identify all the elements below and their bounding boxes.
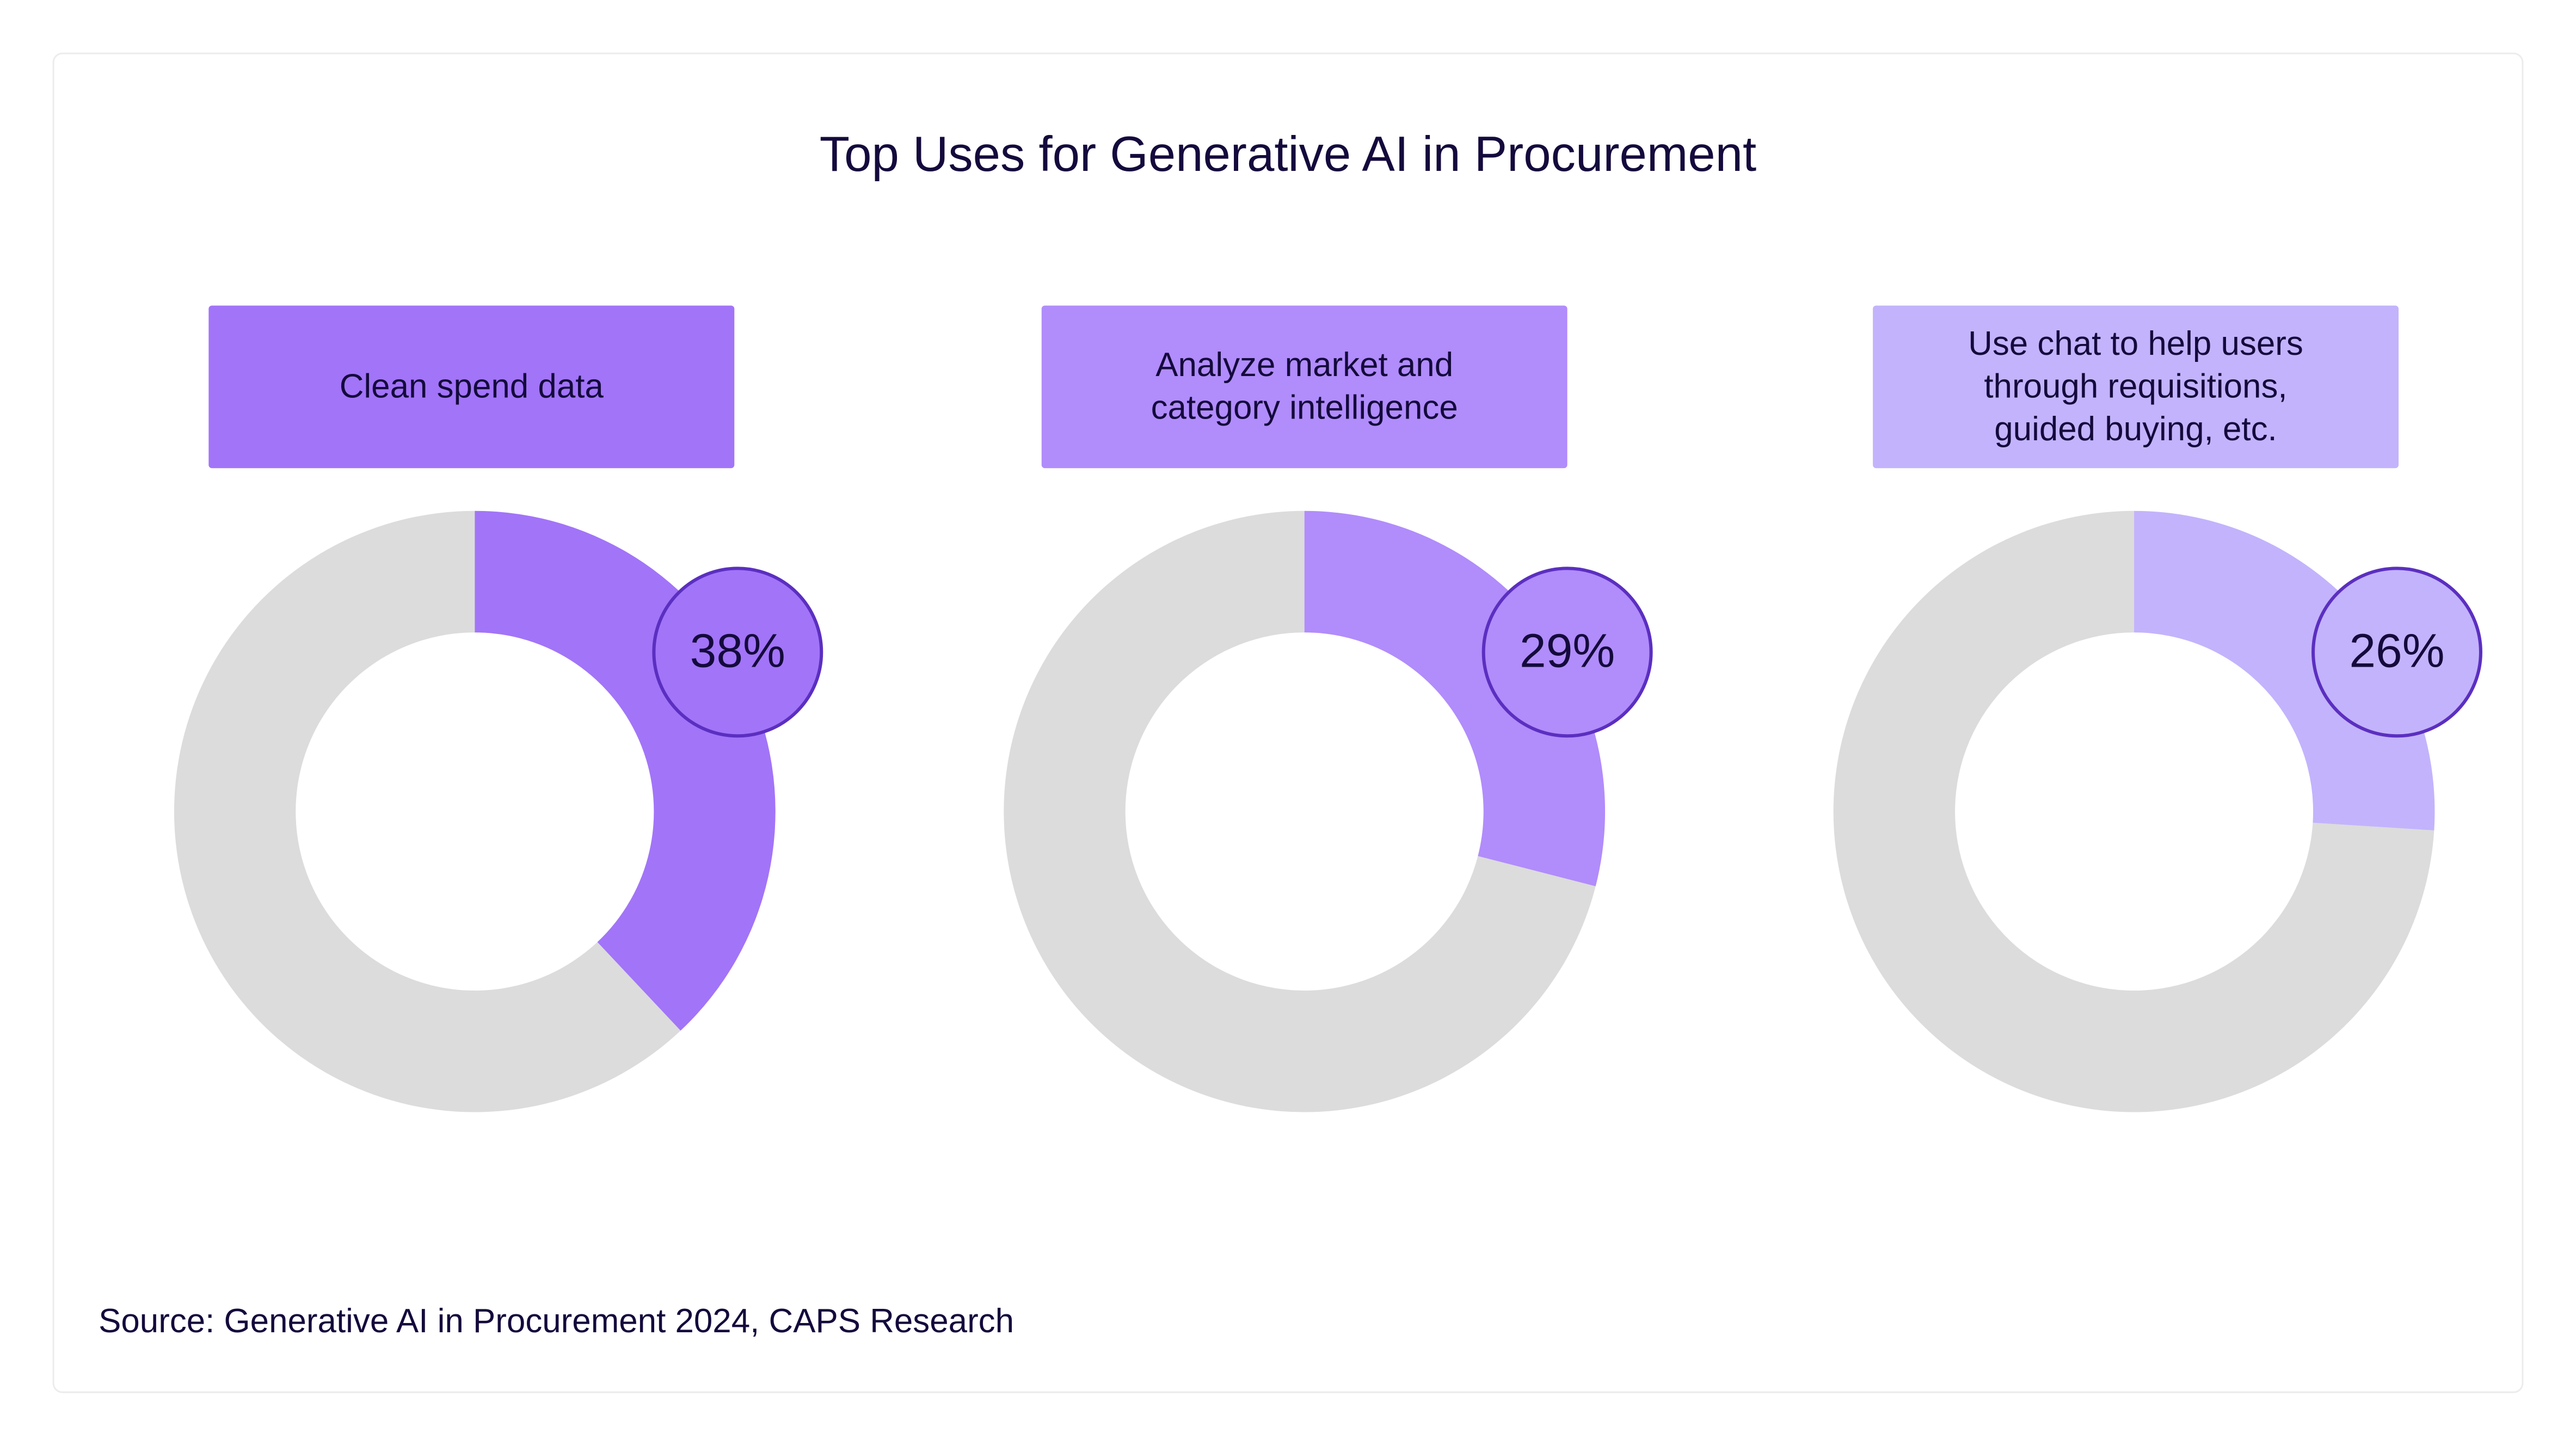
source-note: Source: Generative AI in Procurement 202… bbox=[99, 1302, 1015, 1341]
chart-card bbox=[52, 52, 2524, 1393]
value-badge: 38% bbox=[652, 567, 823, 738]
chart-title: Top Uses for Generative AI in Procuremen… bbox=[819, 128, 1757, 183]
category-label-chat-requisitions: Use chat to help users through requisiti… bbox=[1873, 305, 2399, 469]
donut-remainder-segment bbox=[174, 510, 681, 1112]
donut-remainder-segment bbox=[1833, 510, 2434, 1112]
donut-remainder-segment bbox=[1004, 510, 1596, 1112]
value-badge: 29% bbox=[1481, 567, 1653, 738]
donut-value-segment bbox=[2134, 510, 2435, 830]
category-label-market-intelligence: Analyze market and category intelligence bbox=[1041, 305, 1567, 469]
category-label-clean-spend: Clean spend data bbox=[208, 305, 735, 469]
donut-chart-market-intelligence bbox=[1004, 510, 1606, 1112]
donut-value-segment bbox=[1304, 510, 1606, 887]
donut-chart-chat-requisitions bbox=[1833, 510, 2435, 1112]
value-badge: 26% bbox=[2311, 567, 2482, 738]
